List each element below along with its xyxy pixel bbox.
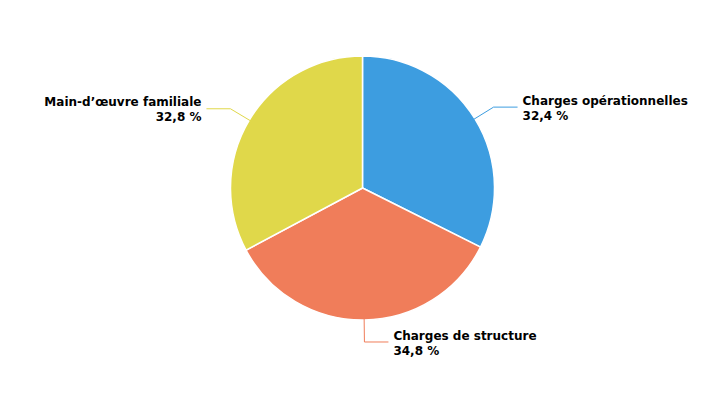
leader-line: [458, 107, 518, 129]
labels: Charges opérationnelles32,4 % Charges de …: [44, 94, 687, 358]
leader-line: [206, 109, 266, 131]
slice-label: Charges de structure34,8 %: [393, 329, 536, 358]
label-name: Charges de structure: [393, 329, 536, 343]
label-value: 34,8 %: [393, 344, 439, 358]
slice-label: Main-d’œuvre familiale32,8 %: [44, 95, 201, 124]
slices: [230, 56, 494, 320]
leader-line: [364, 300, 389, 342]
label-name: Charges opérationnelles: [523, 94, 688, 108]
slice: [230, 56, 362, 250]
label-value: 32,4 %: [523, 109, 569, 123]
label-name: Main-d’œuvre familiale: [44, 95, 201, 109]
label-value: 32,8 %: [156, 110, 202, 124]
slice-label: Charges opérationnelles32,4 %: [523, 94, 688, 123]
chart: Charges opérationnelles32,4 % Charges de …: [0, 0, 725, 400]
